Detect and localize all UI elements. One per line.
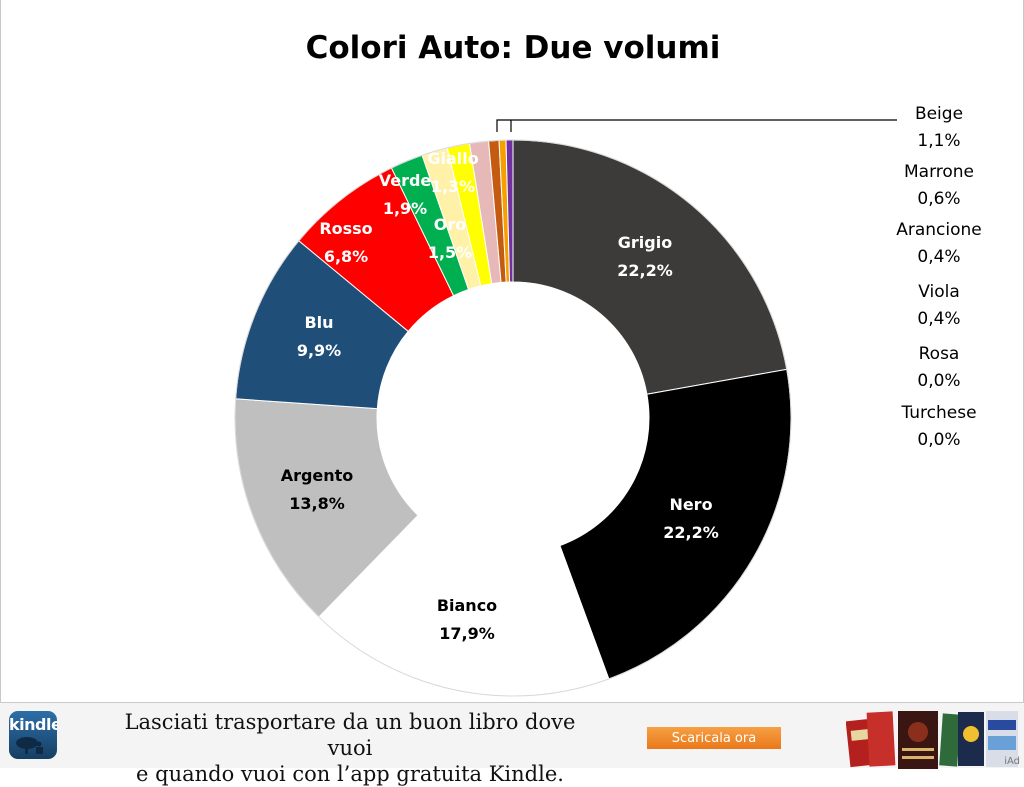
callout-value-rosa: 0,0% <box>917 371 960 391</box>
slice-label-giallo: Giallo <box>427 149 478 168</box>
slice-value-verde: 1,9% <box>383 199 427 218</box>
slice-label-bianco: Bianco <box>437 596 497 615</box>
callout-value-arancione: 0,4% <box>917 247 960 267</box>
kindle-app-icon[interactable]: kindle <box>9 711 57 759</box>
callout-label-viola: Viola <box>918 282 960 302</box>
ad-banner[interactable]: kindle Lasciati trasportare da un buon l… <box>0 702 1024 786</box>
slice-value-oro: 1,5% <box>428 243 472 262</box>
reading-tree-icon <box>16 737 43 754</box>
slice-label-nero: Nero <box>669 495 712 514</box>
ad-network-label: iAd <box>1004 756 1020 767</box>
callout-lines <box>496 119 897 132</box>
slice-value-bianco: 17,9% <box>439 624 495 643</box>
callout-leader-line <box>496 119 897 132</box>
callout-label-turchese: Turchese <box>900 403 976 423</box>
callout-value-marrone: 0,6% <box>917 189 960 209</box>
callout-value-turchese: 0,0% <box>917 430 960 450</box>
slice-label-grigio: Grigio <box>618 233 672 252</box>
slice-label-verde: Verde <box>379 171 432 190</box>
slice-group <box>234 139 792 697</box>
slice-label-oro: Oro <box>434 215 466 234</box>
callout-label-arancione: Arancione <box>896 220 982 240</box>
ad-line-2: e quando vuoi con l’app gratuita Kindle. <box>136 762 564 786</box>
book-covers-image[interactable] <box>846 706 1024 769</box>
slice-value-blu: 9,9% <box>297 341 341 360</box>
ad-line-1: Lasciati trasportare da un buon libro do… <box>124 710 576 760</box>
kindle-wordmark: kindle <box>9 715 57 734</box>
callout-value-beige: 1,1% <box>917 131 960 151</box>
slice-label-rosso: Rosso <box>319 219 372 238</box>
callout-label-beige: Beige <box>915 104 963 124</box>
callout-label-marrone: Marrone <box>904 162 974 182</box>
slice-label-blu: Blu <box>304 313 333 332</box>
chart-title: Colori Auto: Due volumi <box>306 30 721 66</box>
slice-value-argento: 13,8% <box>289 494 345 513</box>
slice-value-nero: 22,2% <box>663 523 719 542</box>
callout-label-rosa: Rosa <box>919 344 960 364</box>
slice-label-argento: Argento <box>281 466 354 485</box>
donut-outline <box>234 139 792 697</box>
ad-message[interactable]: Lasciati trasportare da un buon libro do… <box>110 709 590 787</box>
donut-chart: Colori Auto: Due volumi Grigio 22,2% Nero 2… <box>234 30 982 697</box>
slice-value-giallo: 1,3% <box>431 177 475 196</box>
slice-value-grigio: 22,2% <box>617 261 673 280</box>
chart-frame: Colori Auto: Due volumi Grigio 22,2% Nero 2… <box>0 0 1024 702</box>
download-button[interactable]: Scaricala ora <box>647 727 781 749</box>
callout-value-viola: 0,4% <box>917 309 960 329</box>
slice-value-rosso: 6,8% <box>324 247 368 266</box>
slice-label-group: Grigio 22,2% Nero 22,2% Bianco 17,9% Argento 13… <box>281 104 982 643</box>
